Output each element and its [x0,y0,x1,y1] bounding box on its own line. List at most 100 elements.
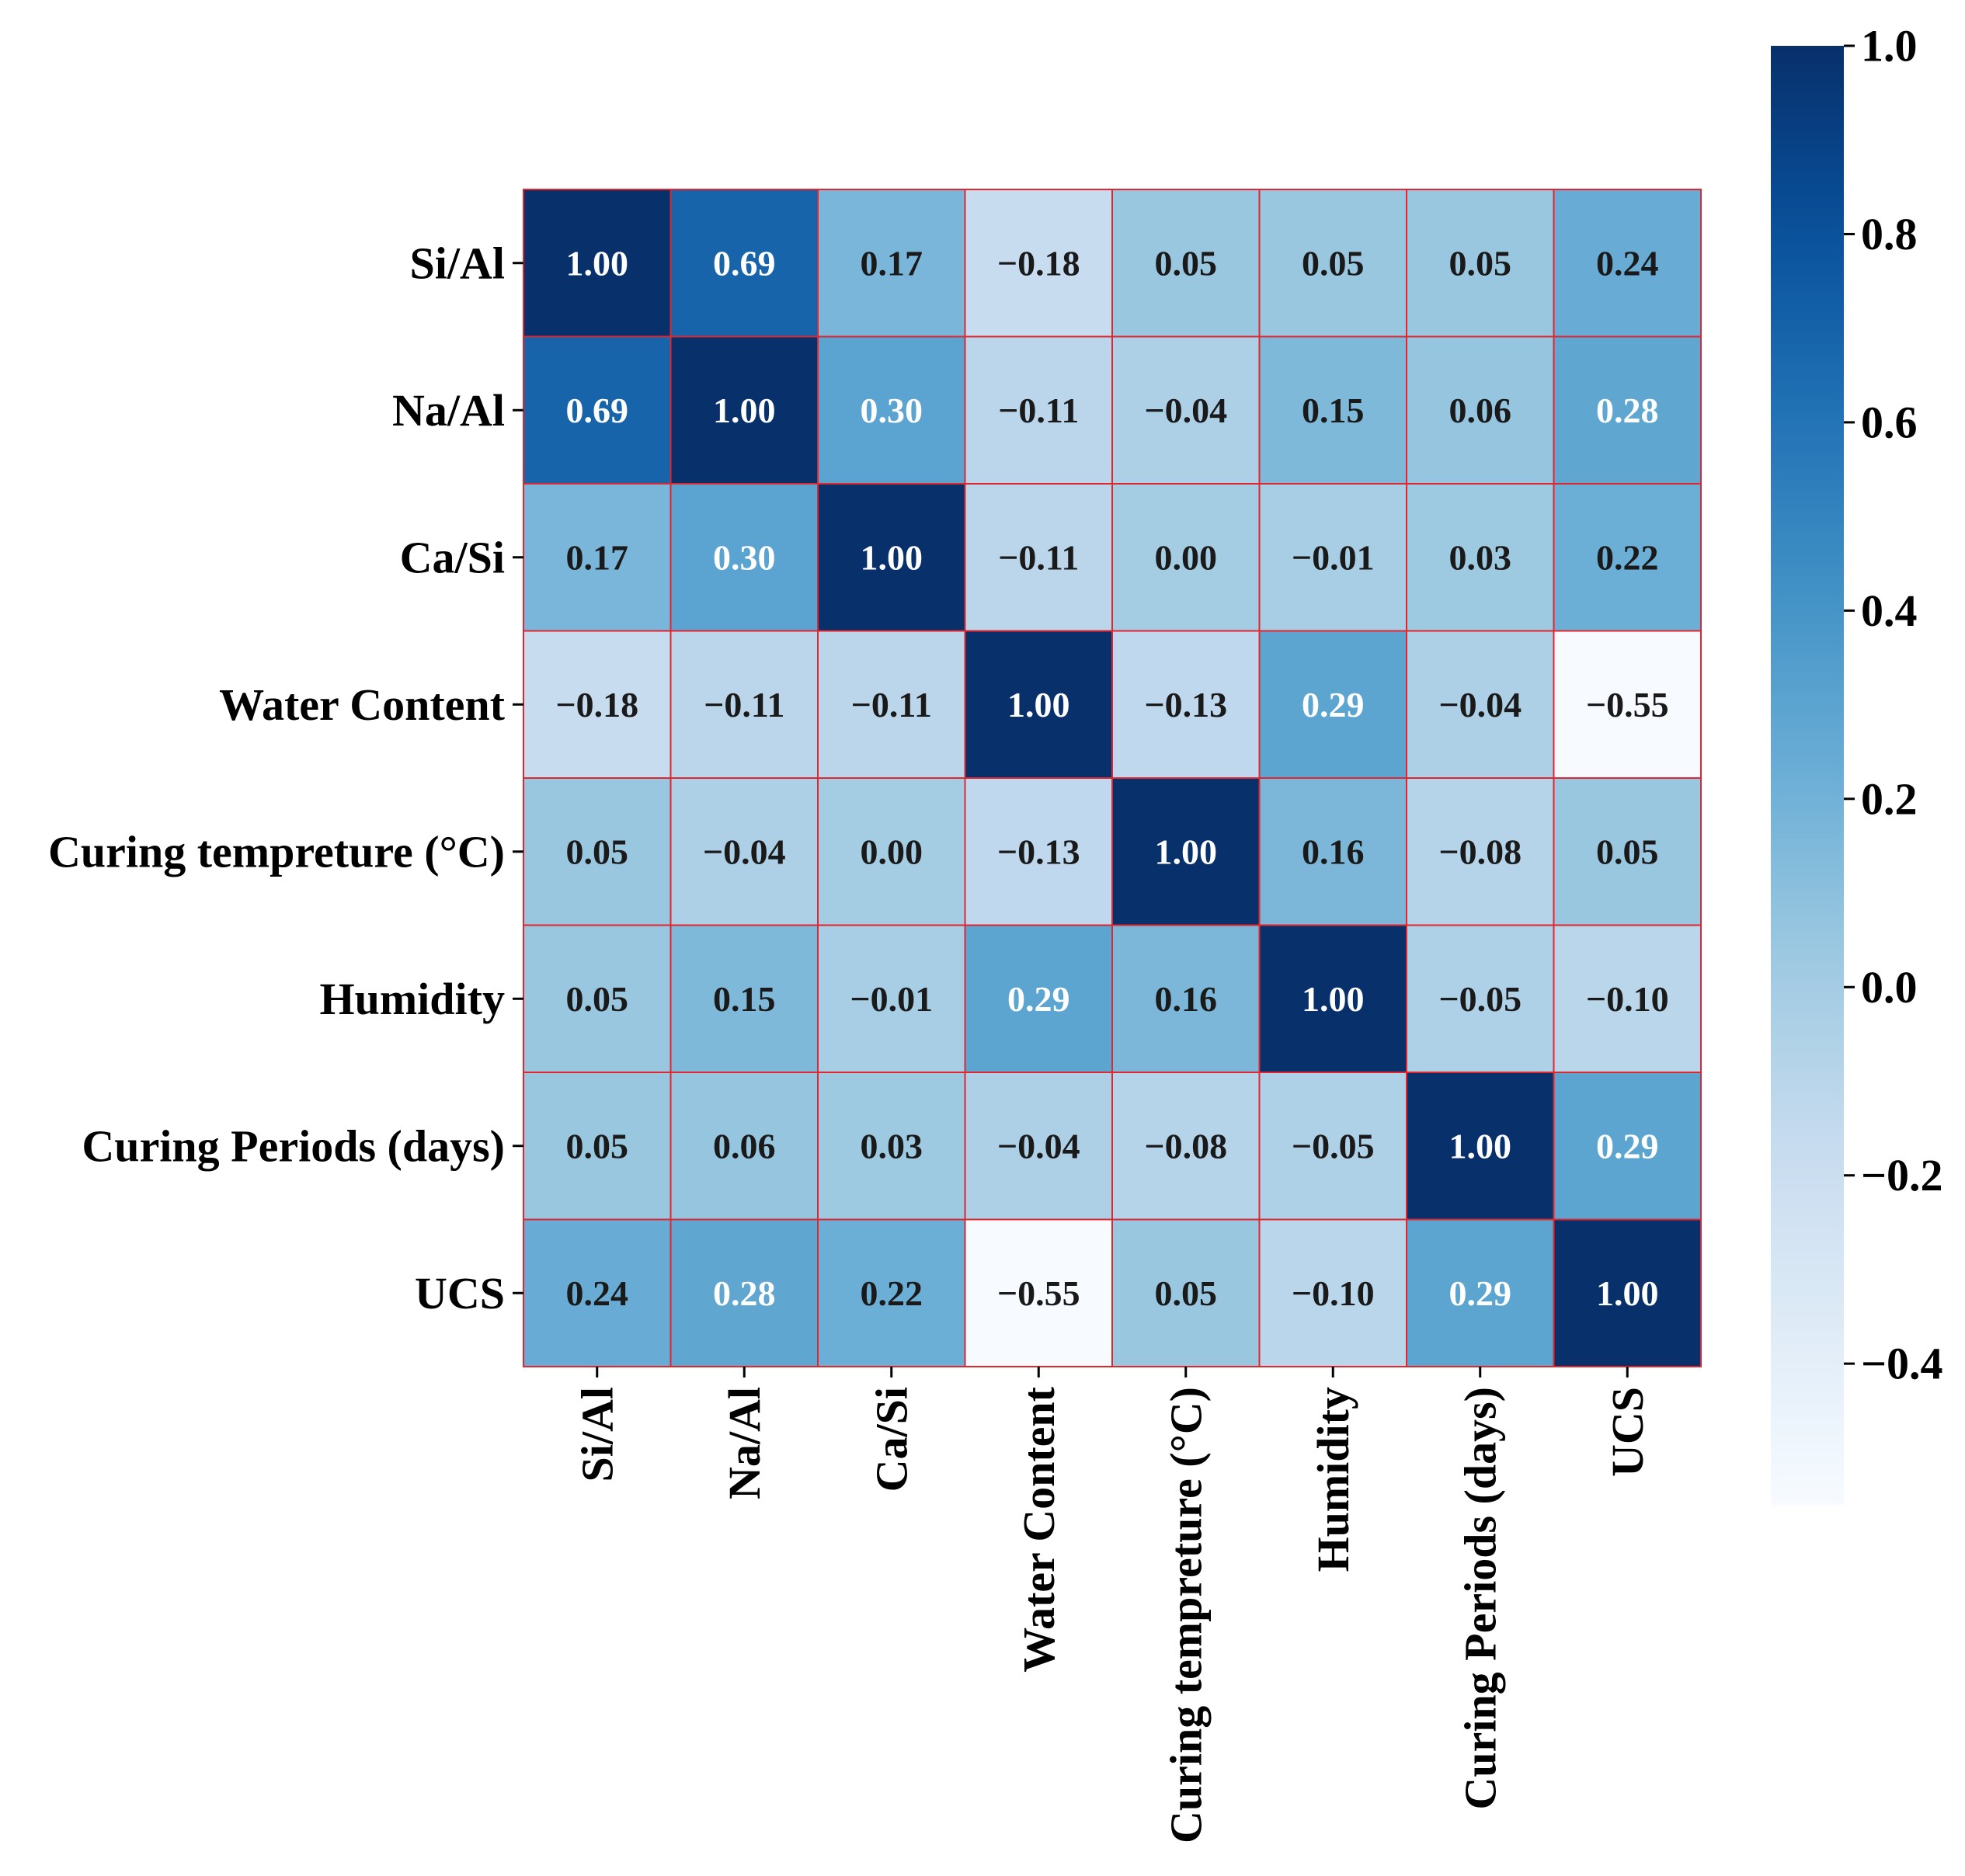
heatmap-cell-humidity-curing-tempreture-c [1111,924,1261,1073]
row-label-curing-periods-days: Curing Periods (days) [82,1120,505,1171]
cell-value-label: 1.00 [566,243,629,283]
column-label-ca-si: Ca/Si [866,1387,916,1492]
cell-value-label: 0.22 [861,1273,923,1313]
row-label-humidity: Humidity [320,974,506,1024]
cell-value-label: 1.00 [1155,832,1218,871]
heatmap-cell-curing-periods-days-na-al [669,1072,819,1221]
cell-value-label: 0.17 [566,537,629,577]
heatmap-cell-humidity-humidity [1258,924,1407,1073]
cell-value-label: 0.28 [713,1273,776,1313]
cell-value-label: −0.01 [1292,537,1375,577]
heatmap-cell-ucs-ucs [1553,1218,1702,1367]
heatmap-cell-curing-tempreture-c-ca-si [817,777,966,926]
heatmap-cell-si-al-curing-tempreture-c [1111,189,1261,338]
cell-value-label: 1.00 [1302,979,1365,1019]
heatmap-cell-water-content-curing-tempreture-c [1111,630,1261,779]
heatmap-cells [523,189,1702,1367]
cell-value-label: 0.05 [1302,243,1365,283]
cell-value-label: 0.16 [1302,832,1365,871]
heatmap-cell-ca-si-ca-si [817,483,966,632]
colorbar-tick-label: 1.0 [1861,21,1918,71]
heatmap-cell-curing-periods-days-curing-tempreture-c [1111,1072,1261,1221]
row-label-na-al: Na/Al [392,385,505,436]
cell-value-label: 1.00 [1596,1273,1659,1313]
cell-value-label: 0.05 [566,832,629,871]
cell-value-label: 0.15 [1302,391,1365,430]
heatmap-cell-ca-si-si-al [523,483,672,632]
heatmap-cell-water-content-ca-si [817,630,966,779]
cell-value-label: 0.69 [566,391,629,430]
row-label-water-content: Water Content [219,679,506,730]
cell-value-label: 0.06 [713,1126,776,1166]
cell-value-label: 0.03 [1449,537,1512,577]
heatmap-cell-humidity-curing-periods-days [1406,924,1555,1073]
cell-value-label: 0.05 [1155,1273,1218,1313]
heatmap-cell-na-al-humidity [1258,335,1407,485]
cell-value-label: 0.29 [1007,979,1070,1019]
heatmap-cell-curing-tempreture-c-humidity [1258,777,1407,926]
heatmap-cell-curing-tempreture-c-curing-tempreture-c [1111,777,1261,926]
cell-value-label: 0.69 [713,243,776,283]
cell-value-label: 0.17 [861,243,923,283]
colorbar: 1.0 0.8 0.6 0.4 0.2 0.0 −0.2 −0.4 [1771,21,1943,1505]
heatmap-cell-ucs-curing-tempreture-c [1111,1218,1261,1367]
column-label-water-content: Water Content [1014,1386,1064,1673]
heatmap-cell-ca-si-curing-periods-days [1406,483,1555,632]
column-label-ucs: UCS [1602,1387,1653,1477]
heatmap-cell-na-al-curing-periods-days [1406,335,1555,485]
cell-value-label: 0.05 [1596,832,1659,871]
cell-value-label: 0.05 [1155,243,1218,283]
cell-value-label: −0.05 [1292,1126,1375,1166]
cell-value-label: −0.10 [1292,1273,1375,1313]
cell-value-label: 0.28 [1596,391,1659,430]
cell-value-label: −0.18 [555,685,638,724]
cell-value-label: 0.29 [1302,685,1365,724]
heatmap-cell-si-al-humidity [1258,189,1407,338]
heatmap-cell-curing-periods-days-si-al [523,1072,672,1221]
cell-value-label: −0.55 [997,1273,1080,1313]
cell-value-label: −0.18 [997,243,1080,283]
heatmap-cell-water-content-curing-periods-days [1406,630,1555,779]
heatmap-cell-si-al-si-al [523,189,672,338]
column-label-si-al: Si/Al [572,1387,622,1482]
cell-value-label: 0.03 [861,1126,923,1166]
cell-value-label: 0.29 [1449,1273,1512,1313]
cell-value-label: −0.04 [703,832,786,871]
heatmap-cell-humidity-na-al [669,924,819,1073]
colorbar-tick-label: 0.8 [1861,209,1918,259]
heatmap-annotations: 1.00 0.69 0.17 −0.18 0.05 0.05 0.05 0.24 0.69 1.0… [555,243,1668,1313]
cell-value-label: −0.08 [1144,1126,1227,1166]
heatmap-cell-ca-si-na-al [669,483,819,632]
cell-value-label: −0.11 [998,537,1079,577]
cell-value-label: 0.05 [566,979,629,1019]
cell-value-label: −0.04 [1438,685,1522,724]
heatmap-cell-ca-si-curing-tempreture-c [1111,483,1261,632]
heatmap-cell-si-al-ucs [1553,189,1702,338]
row-label-ucs: UCS [415,1268,505,1318]
cell-value-label: 1.00 [1449,1126,1512,1166]
heatmap-cell-na-al-water-content [964,335,1113,485]
heatmap-cell-water-content-water-content [964,630,1113,779]
heatmap-cell-ca-si-water-content [964,483,1113,632]
heatmap-cell-curing-tempreture-c-curing-periods-days [1406,777,1555,926]
heatmap-cell-water-content-si-al [523,630,672,779]
heatmap-cell-na-al-ucs [1553,335,1702,485]
cell-value-label: 0.22 [1596,537,1659,577]
row-label-curing-tempreture-c: Curing tempreture (°C) [48,826,505,877]
column-label-humidity: Humidity [1308,1387,1358,1572]
cell-value-label: 0.00 [1155,537,1218,577]
row-label-si-al: Si/Al [410,238,506,288]
cell-value-label: −0.13 [1144,685,1227,724]
column-labels: Si/Al Na/Al Ca/Si Water Content Curing tempr… [572,1367,1653,1843]
cell-value-label: 0.16 [1155,979,1218,1019]
colorbar-tick-label: 0.4 [1861,585,1918,636]
cell-value-label: −0.13 [997,832,1080,871]
column-label-na-al: Na/Al [719,1387,770,1499]
cell-value-label: −0.11 [851,685,932,724]
cell-value-label: 0.05 [1449,243,1512,283]
row-labels: Si/Al Na/Al Ca/Si Water Content Curing tempr… [48,238,523,1318]
heatmap-cell-ca-si-ucs [1553,483,1702,632]
cell-value-label: −0.11 [998,391,1079,430]
colorbar-tick-label: 0.0 [1861,962,1918,1013]
